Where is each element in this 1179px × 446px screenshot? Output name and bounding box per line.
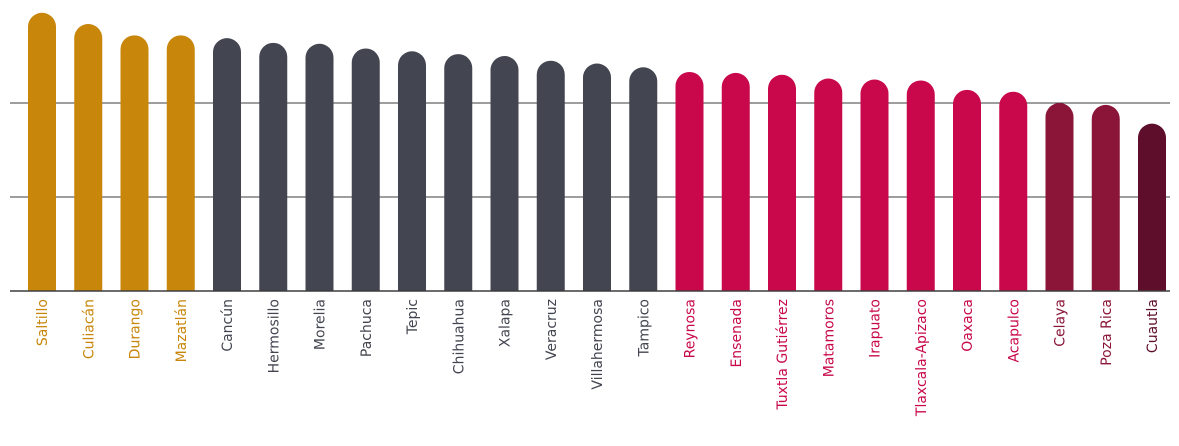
bar bbox=[166, 35, 195, 291]
x-tick-label: Tlaxcala-Apizaco bbox=[914, 299, 930, 417]
bar bbox=[120, 35, 149, 291]
x-tick-label: Acapulco bbox=[1006, 299, 1022, 363]
bar bbox=[490, 56, 519, 291]
bar bbox=[1045, 103, 1074, 292]
x-tick-label: Pachuca bbox=[359, 299, 375, 357]
bar bbox=[305, 43, 334, 291]
x-tick-label: Irapuato bbox=[868, 299, 884, 358]
bar bbox=[814, 78, 843, 292]
bar bbox=[398, 51, 426, 292]
x-tick-label: Cuautla bbox=[1145, 299, 1161, 353]
x-tick-label: Poza Rica bbox=[1099, 299, 1115, 366]
bar bbox=[999, 91, 1028, 291]
x-tick-label: Oaxaca bbox=[960, 299, 976, 352]
bar bbox=[1138, 123, 1166, 292]
bar bbox=[259, 42, 288, 292]
x-tick-label: Hermosillo bbox=[266, 299, 282, 373]
x-tick-label: Mazatlán bbox=[174, 299, 190, 362]
bar bbox=[351, 48, 380, 291]
x-tick-label: Celaya bbox=[1053, 299, 1069, 347]
x-tick-label: Veracruz bbox=[544, 299, 560, 360]
x-tick-label: Tuxtla Gutiérrez bbox=[775, 299, 791, 411]
x-tick-label: Cancún bbox=[220, 299, 236, 352]
x-tick-label: Saltillo bbox=[35, 299, 51, 346]
bar bbox=[1091, 104, 1120, 291]
bar bbox=[675, 71, 704, 291]
x-tick-label: Ensenada bbox=[729, 299, 745, 368]
bar bbox=[444, 54, 473, 292]
bar bbox=[213, 38, 241, 292]
x-tick-label: Chihuahua bbox=[451, 299, 467, 374]
bar bbox=[860, 79, 889, 291]
bar bbox=[768, 74, 796, 291]
bar bbox=[629, 67, 658, 292]
x-tick-label: Tampico bbox=[636, 299, 652, 358]
x-tick-label: Reynosa bbox=[683, 299, 699, 358]
bar bbox=[906, 80, 935, 291]
bars bbox=[28, 12, 1166, 292]
bar bbox=[583, 63, 611, 292]
bar bbox=[721, 72, 750, 291]
x-tick-label: Morelia bbox=[313, 299, 329, 350]
bar bbox=[953, 89, 981, 291]
x-tick-label: Durango bbox=[128, 299, 144, 359]
category-labels: Saltillo Culiacán Durango Mazatlán Cancún Her… bbox=[35, 299, 1161, 417]
x-tick-label: Xalapa bbox=[498, 299, 514, 347]
bar bbox=[74, 24, 103, 291]
x-tick-label: Villahermosa bbox=[590, 299, 606, 390]
x-tick-label: Matamoros bbox=[821, 299, 837, 377]
bar bbox=[28, 12, 56, 291]
x-tick-label: Tepic bbox=[405, 299, 421, 335]
bar bbox=[536, 60, 565, 292]
x-tick-label: Culiacán bbox=[81, 299, 97, 359]
